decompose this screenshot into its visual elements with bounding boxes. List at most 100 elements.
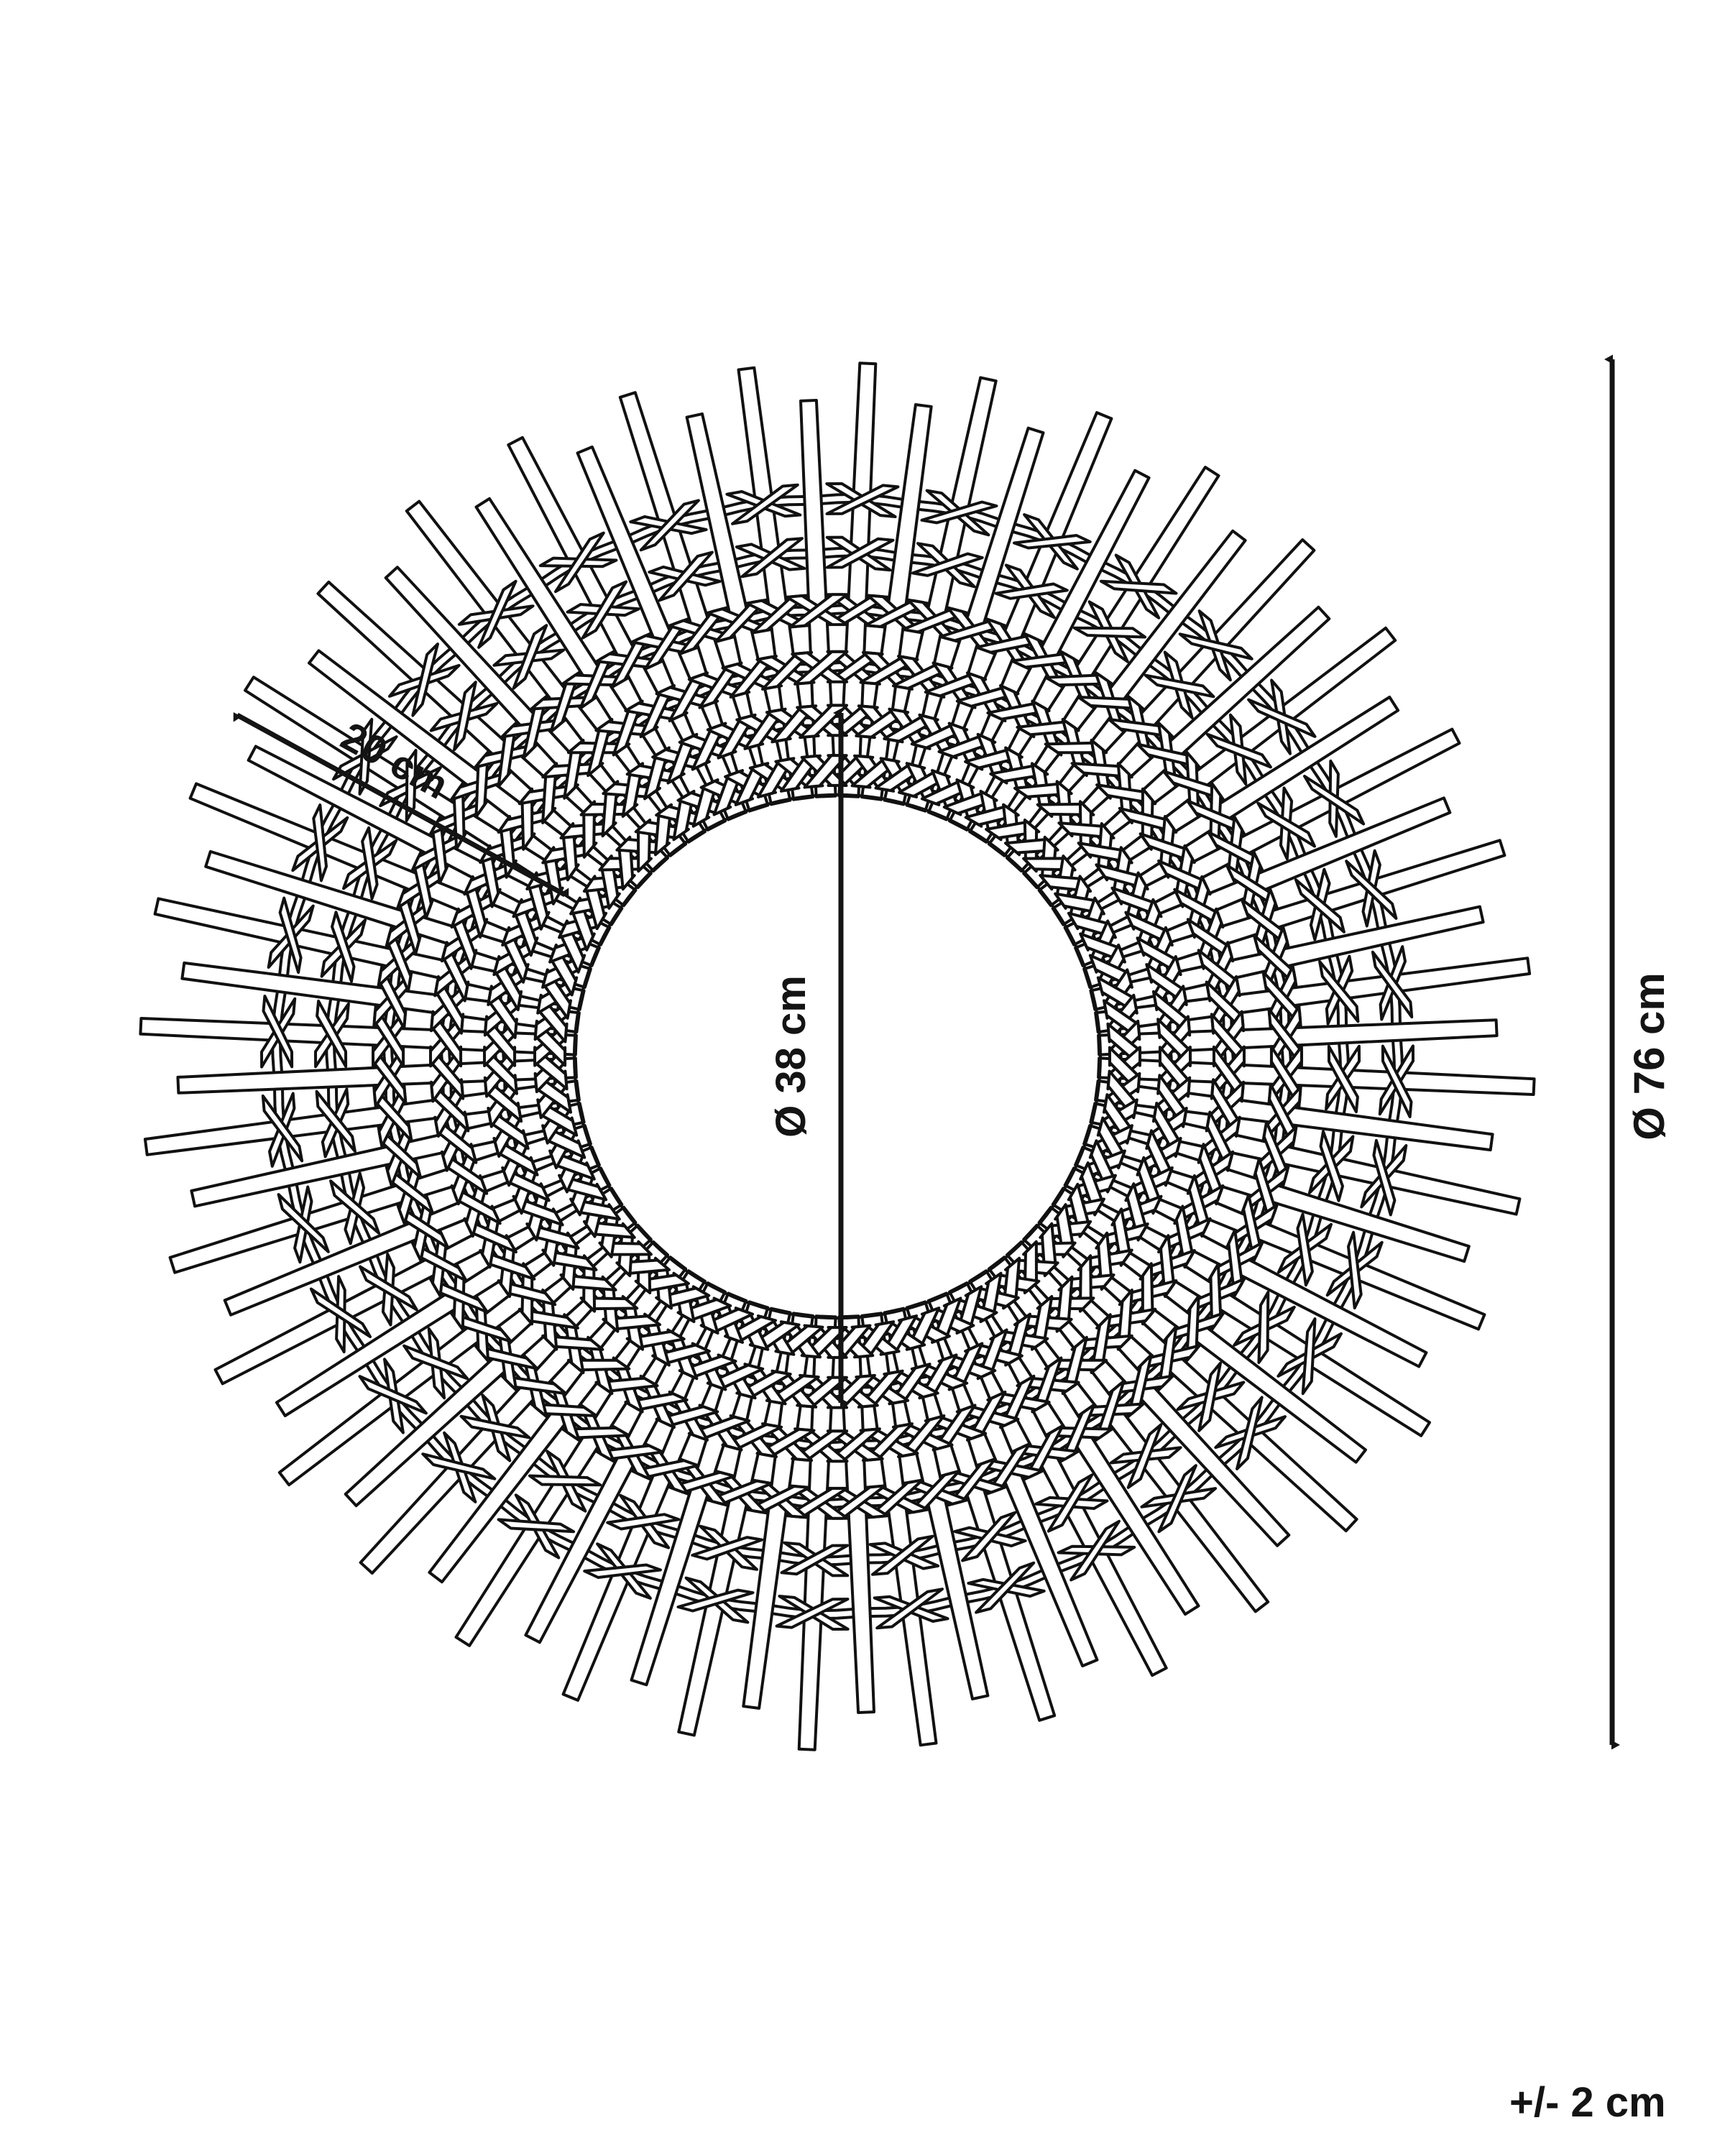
weave-tie-strand [331, 911, 356, 983]
weave-tie-strand [1044, 673, 1113, 687]
weave-tie-strand [463, 1217, 518, 1254]
weave-tie-strand [1205, 980, 1245, 1033]
weave-tie-strand [1256, 801, 1316, 848]
weave-tie-strand [975, 1561, 1036, 1614]
weave-tie-strand [396, 1203, 450, 1250]
weave-tie-strand [530, 1402, 598, 1417]
weave-tie-strand [788, 593, 849, 629]
weave-tie-strand [1157, 859, 1212, 896]
weave-tie-strand [866, 1478, 924, 1519]
weave-tie-strand [731, 483, 799, 525]
weave-tie-strand [261, 1094, 304, 1163]
weave-tie-strand [561, 1426, 630, 1439]
weave-tie-strand [698, 661, 743, 709]
weave-tie-strand [450, 1184, 502, 1225]
weave-tie-strand [939, 619, 1007, 642]
weave-tie-strand [1261, 970, 1302, 1028]
weave-tie-strand [410, 1241, 468, 1283]
weave-tie-strand [1269, 1045, 1302, 1108]
weave-tie-strand [714, 598, 768, 644]
weave-tie-strand [411, 642, 439, 717]
weave-tie-strand [1070, 1519, 1121, 1582]
weave-tie-strand [1090, 1313, 1112, 1374]
weave-tie-strand [1197, 949, 1241, 998]
weave-tie-strand [583, 1563, 662, 1579]
weave-tie-strand [477, 579, 518, 649]
weave-tie-strand [1116, 1289, 1133, 1351]
weave-tie-strand [961, 1511, 1017, 1562]
weave-tie-strand [612, 699, 644, 757]
weave-tie-strand [421, 1452, 497, 1480]
weave-tie-strand [372, 1005, 405, 1068]
weave-tie-strand [676, 1588, 755, 1613]
weave-tie-strand [826, 1427, 881, 1463]
weave-tie-strand [1010, 652, 1080, 669]
weave-tie-strand [1227, 1228, 1244, 1298]
weave-tie-strand [1094, 1379, 1126, 1442]
weave-tie-strand [1381, 1044, 1413, 1118]
weave-tie-strand [1046, 1473, 1094, 1533]
weave-tie-strand [1144, 673, 1215, 699]
weave-tie-strand [479, 1249, 536, 1281]
weave-tie-strand [500, 1374, 568, 1396]
weave-tie-strand [999, 1374, 1036, 1429]
weave-tie-strand [785, 1486, 849, 1519]
weave-tie-strand [1118, 806, 1178, 834]
weave-tie-strand [729, 655, 778, 699]
weave-tie-strand [377, 964, 407, 1031]
weave-tie-strand [1173, 888, 1225, 929]
weave-tie-strand [497, 1518, 576, 1534]
weave-tie-strand [639, 499, 700, 552]
weave-tie-strand [1126, 1423, 1163, 1489]
rattan-spoke [190, 1102, 586, 1208]
weave-tie-strand [1162, 770, 1225, 801]
weave-tie-strand [316, 999, 348, 1068]
weave-tie-strand [745, 1485, 811, 1514]
weave-tie-strand [1371, 950, 1414, 1019]
weave-tie-strand [1126, 1353, 1153, 1419]
weave-tie-strand [794, 650, 849, 686]
weave-tie-strand [433, 1115, 478, 1164]
rattan-spoke [180, 961, 581, 1033]
weave-tie-strand [994, 582, 1069, 600]
weave-tie-strand [1318, 960, 1360, 1023]
weave-tie-strand [691, 1536, 764, 1561]
outer-diameter-label: Ø 76 cm [1625, 972, 1673, 1140]
weave-tie-strand [518, 1307, 579, 1330]
weave-tie-strand [1267, 1008, 1303, 1068]
weave-tie-strand [975, 634, 1044, 654]
rattan-spoke [1051, 696, 1400, 926]
weave-tie-strand [1059, 1403, 1096, 1463]
weave-tie-strand [861, 1422, 914, 1462]
weave-tie-strand [1225, 863, 1279, 910]
weave-tie-strand [775, 1598, 850, 1629]
rattan-spoke [685, 412, 792, 806]
weave-tie-strand [875, 1588, 944, 1630]
weave-tie-strand [309, 1287, 372, 1338]
weave-tie-strand [1205, 732, 1272, 769]
weave-tie-strand [1254, 1157, 1277, 1225]
spoke-length-arrow-line [233, 711, 569, 898]
weave-tie-strand [1247, 698, 1317, 738]
inner-diameter-dimension: Ø 38 cm [768, 708, 849, 1408]
weave-tie-strand [430, 1080, 470, 1133]
tolerance-note: +/- 2 cm [1509, 2079, 1666, 2126]
weave-tie-strand [358, 1375, 428, 1415]
weave-tie-strand [277, 1193, 330, 1253]
weave-tie-strand [449, 1312, 513, 1343]
weave-tie-strand [474, 1344, 539, 1370]
rattan-spoke [474, 497, 707, 844]
outer-diameter-dimension: Ø 76 cm [1604, 354, 1673, 1750]
rattan-spoke [1063, 1166, 1428, 1368]
weave-tie-strand [1345, 860, 1398, 920]
rattan-spoke [968, 1269, 1200, 1616]
weave-tie-strand [897, 1414, 946, 1458]
weave-tie-strand [825, 484, 900, 515]
weave-tie-strand [920, 500, 998, 525]
weave-tie-strand [871, 1534, 934, 1576]
weave-tie-strand [497, 1279, 557, 1307]
weave-tie-strand [1262, 1120, 1289, 1187]
weave-tie-strand [761, 650, 814, 691]
weave-tie-strand [658, 550, 714, 602]
weave-tie-strand [372, 1045, 408, 1105]
